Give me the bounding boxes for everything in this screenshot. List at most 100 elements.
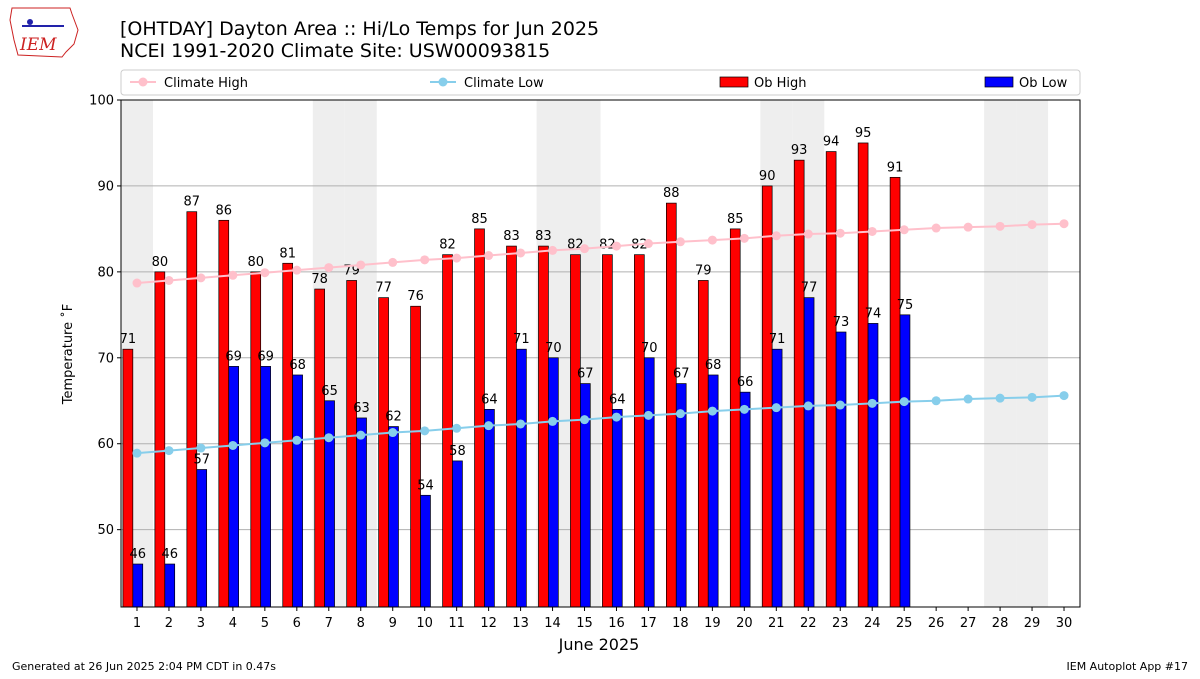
bar-value-label: 64 <box>609 392 626 407</box>
bar-value-label: 83 <box>535 229 552 244</box>
bar-value-label: 80 <box>152 255 169 270</box>
bar-value-label: 90 <box>759 169 776 184</box>
bar-value-label: 88 <box>663 186 680 201</box>
bar-value-label: 71 <box>769 332 786 347</box>
bar <box>164 563 176 608</box>
climate-point <box>388 257 398 267</box>
climate-line <box>136 394 1065 455</box>
bar-value-label: 69 <box>257 349 274 364</box>
x-tick-label: 24 <box>864 616 881 631</box>
climate-point <box>899 397 909 407</box>
x-tick-label: 30 <box>1056 616 1073 631</box>
climate-point <box>196 443 206 453</box>
climate-point <box>196 273 206 283</box>
bar-value-label: 74 <box>865 306 882 321</box>
climate-point <box>1027 392 1037 402</box>
climate-point <box>963 222 973 232</box>
bar <box>825 151 837 608</box>
x-tick-label: 14 <box>544 616 561 631</box>
bar-value-label: 71 <box>120 332 137 347</box>
bar-value-label: 77 <box>801 281 818 296</box>
bar <box>516 348 527 608</box>
bar-value-label: 65 <box>321 384 338 399</box>
bar <box>602 254 613 608</box>
bar-value-label: 82 <box>599 238 616 253</box>
climate-point <box>452 253 462 263</box>
bar <box>378 297 389 608</box>
y-tick-label: 100 <box>89 94 114 109</box>
legend-marker <box>438 77 448 87</box>
bar-value-label: 91 <box>887 160 904 175</box>
bar-value-label: 77 <box>375 281 392 296</box>
bar <box>260 366 271 608</box>
bar <box>410 305 421 608</box>
climate-point <box>420 255 430 265</box>
climate-point <box>963 394 973 404</box>
bar-value-label: 75 <box>897 298 914 313</box>
climate-point <box>260 268 270 278</box>
x-tick-label: 4 <box>229 616 237 631</box>
y-tick-label: 90 <box>97 179 114 194</box>
bar-value-label: 58 <box>449 444 466 459</box>
bar-value-label: 73 <box>833 315 850 330</box>
climate-point <box>611 241 621 251</box>
climate-point <box>452 423 462 433</box>
x-tick-label: 20 <box>736 616 753 631</box>
logo: IEM <box>9 7 79 58</box>
bar <box>420 494 431 608</box>
logo-outline <box>9 7 79 58</box>
climate-point <box>548 245 558 255</box>
bar <box>474 228 485 608</box>
bar-value-label: 57 <box>193 453 210 468</box>
x-tick-label: 21 <box>768 616 785 631</box>
bar-value-label: 67 <box>577 367 594 382</box>
bar <box>538 245 549 608</box>
climate-point <box>803 401 813 411</box>
bar-value-label: 66 <box>737 375 754 390</box>
x-tick-label: 1 <box>133 616 141 631</box>
climate-point <box>164 275 174 285</box>
bar <box>634 254 645 608</box>
chart-subtitle: NCEI 1991-2020 Climate Site: USW00093815 <box>120 40 550 62</box>
bar-value-label: 81 <box>279 246 296 261</box>
climate-point <box>771 403 781 413</box>
climate-point <box>324 433 334 443</box>
bar <box>899 314 911 608</box>
bar <box>835 331 847 608</box>
climate-point <box>611 412 621 422</box>
bar <box>186 211 198 608</box>
bar <box>666 202 677 608</box>
y-axis-label: Temperature ˚F <box>60 304 76 405</box>
climate-point <box>324 263 334 273</box>
climate-point <box>739 404 749 414</box>
climate-point <box>580 415 590 425</box>
bar <box>611 409 623 608</box>
climate-point <box>420 426 430 436</box>
bar <box>867 323 879 608</box>
bar <box>388 426 399 608</box>
bar-value-label: 82 <box>439 238 456 253</box>
bar <box>346 280 357 608</box>
bar-value-label: 46 <box>130 547 147 562</box>
bar-value-label: 83 <box>503 229 520 244</box>
climate-point <box>835 400 845 410</box>
x-tick-label: 29 <box>1024 616 1041 631</box>
legend-label: Climate Low <box>464 76 544 91</box>
climate-point <box>995 221 1005 231</box>
x-axis-label: June 2025 <box>558 635 640 654</box>
bar <box>697 280 709 608</box>
bar <box>442 254 453 608</box>
bar <box>484 409 495 608</box>
bar-value-label: 68 <box>289 358 306 373</box>
x-tick-label: 2 <box>165 616 173 631</box>
climate-point <box>803 229 813 239</box>
bar <box>218 219 230 608</box>
bar-value-label: 63 <box>353 401 370 416</box>
x-tick-label: 16 <box>608 616 625 631</box>
bar <box>570 254 581 608</box>
x-tick-label: 8 <box>357 616 365 631</box>
climate-point <box>931 223 941 233</box>
x-tick-label: 26 <box>928 616 945 631</box>
chart-title: [OHTDAY] Dayton Area :: Hi/Lo Temps for … <box>120 18 599 40</box>
y-tick-label: 50 <box>97 523 114 538</box>
